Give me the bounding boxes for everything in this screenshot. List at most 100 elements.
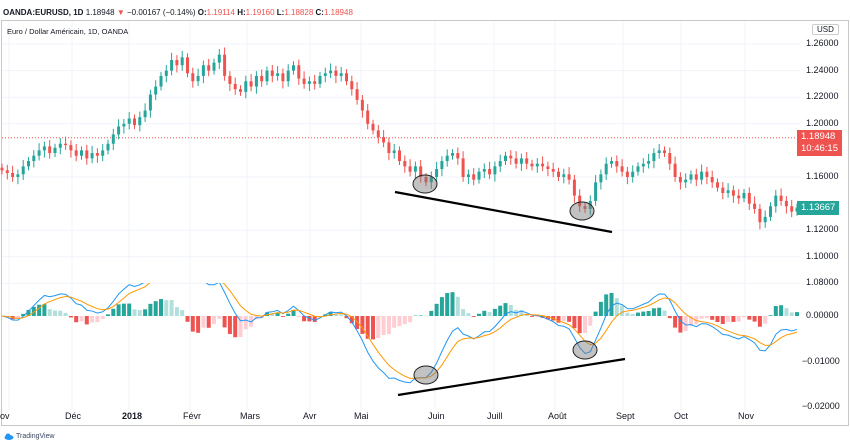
- open-value: 1.19114: [206, 8, 235, 17]
- divergence-trendline[interactable]: [397, 357, 626, 397]
- macd-histogram-bar: [174, 307, 179, 316]
- candle-body: [429, 177, 433, 183]
- macd-histogram-bar: [307, 316, 312, 322]
- highlight-ellipse[interactable]: [413, 365, 439, 385]
- macd-histogram-bar: [21, 313, 26, 316]
- candle-body: [456, 153, 460, 159]
- macd-histogram-bar: [455, 296, 460, 316]
- candle-body: [779, 195, 783, 201]
- candle: [159, 71, 163, 91]
- candle: [42, 141, 46, 158]
- candle-body: [58, 143, 62, 148]
- candle: [323, 67, 327, 83]
- candle: [175, 55, 179, 73]
- candle: [64, 136, 68, 150]
- time-tick: Juill: [487, 411, 503, 421]
- macd-histogram-bar: [598, 301, 603, 316]
- macd-histogram-bar: [333, 314, 338, 316]
- candle-body: [143, 110, 147, 118]
- macd-histogram-bar: [137, 310, 142, 316]
- candle-body: [498, 161, 502, 167]
- highlight-ellipse[interactable]: [572, 340, 598, 360]
- candle-body: [191, 73, 195, 82]
- candle: [106, 139, 110, 155]
- candle: [37, 143, 41, 161]
- macd-histogram-bar: [371, 316, 375, 340]
- symbol-name[interactable]: OANDA:EURUSD, 1D: [3, 8, 84, 17]
- macd-histogram-bar: [757, 316, 762, 327]
- candle-body: [90, 153, 94, 159]
- candle: [276, 66, 280, 81]
- candle: [366, 104, 370, 130]
- candle: [217, 49, 221, 70]
- chart-frame[interactable]: [1, 20, 849, 426]
- candle: [673, 156, 677, 182]
- candle: [567, 167, 571, 185]
- candle: [445, 149, 449, 167]
- candle-body: [610, 161, 613, 164]
- macd-histogram-bar: [662, 310, 667, 316]
- candle-body: [80, 150, 83, 156]
- macd-histogram-bar: [736, 316, 741, 322]
- macd-histogram-bar: [561, 316, 566, 322]
- close-value: 1.18948: [323, 8, 353, 17]
- candle-body: [334, 70, 338, 76]
- macd-histogram-bar: [148, 303, 153, 316]
- candle: [753, 196, 757, 214]
- candle-body: [620, 166, 624, 172]
- highlight-ellipse[interactable]: [569, 201, 595, 221]
- candle: [562, 168, 566, 184]
- candle: [456, 147, 460, 165]
- macd-histogram-bar: [381, 316, 386, 336]
- candle: [657, 144, 661, 159]
- divergence-trendline[interactable]: [394, 190, 613, 234]
- macd-histogram-bar: [53, 310, 57, 316]
- macd-histogram-bar: [747, 316, 752, 320]
- candle: [731, 185, 735, 203]
- time-tick: Févr: [183, 411, 201, 421]
- macd-histogram-bar: [466, 313, 471, 316]
- candle-body: [466, 174, 470, 177]
- candle-body: [652, 153, 656, 162]
- candle-body: [435, 169, 439, 177]
- candle: [583, 202, 587, 213]
- macd-histogram-bar: [339, 314, 344, 316]
- candle-body: [472, 174, 476, 180]
- highlight-ellipse[interactable]: [412, 174, 438, 194]
- candle: [334, 65, 338, 84]
- candle: [726, 183, 730, 198]
- candle-body: [663, 150, 666, 154]
- macd-histogram-bar: [445, 293, 450, 316]
- currency-button[interactable]: USD: [812, 24, 839, 35]
- cloud-icon: [4, 433, 14, 440]
- candle-body: [461, 158, 465, 177]
- candle-body: [16, 174, 20, 177]
- candle-body: [710, 177, 714, 183]
- candle: [663, 146, 666, 158]
- candle-body: [360, 99, 364, 111]
- candle: [763, 210, 767, 228]
- tradingview-logo[interactable]: TradingView: [4, 433, 55, 440]
- candle-body: [419, 166, 423, 177]
- candle: [5, 164, 9, 180]
- candle: [530, 159, 534, 171]
- candle-body: [21, 166, 25, 175]
- macd-histogram-bar: [386, 316, 391, 335]
- macd-histogram-bar: [620, 305, 625, 316]
- candle: [631, 165, 635, 183]
- candle: [339, 66, 343, 82]
- macd-histogram-bar: [275, 312, 280, 316]
- candle: [170, 52, 174, 76]
- macd-histogram-bar: [572, 316, 577, 329]
- candle: [286, 64, 290, 87]
- candle: [737, 189, 741, 204]
- candle-body: [636, 166, 640, 172]
- candle-body: [413, 166, 417, 172]
- macd-histogram-bar: [646, 310, 651, 316]
- down-arrow-icon: ▼: [116, 8, 125, 17]
- candle: [700, 164, 704, 185]
- macd-histogram-bar: [286, 313, 291, 316]
- macd-histogram-bar: [625, 312, 630, 316]
